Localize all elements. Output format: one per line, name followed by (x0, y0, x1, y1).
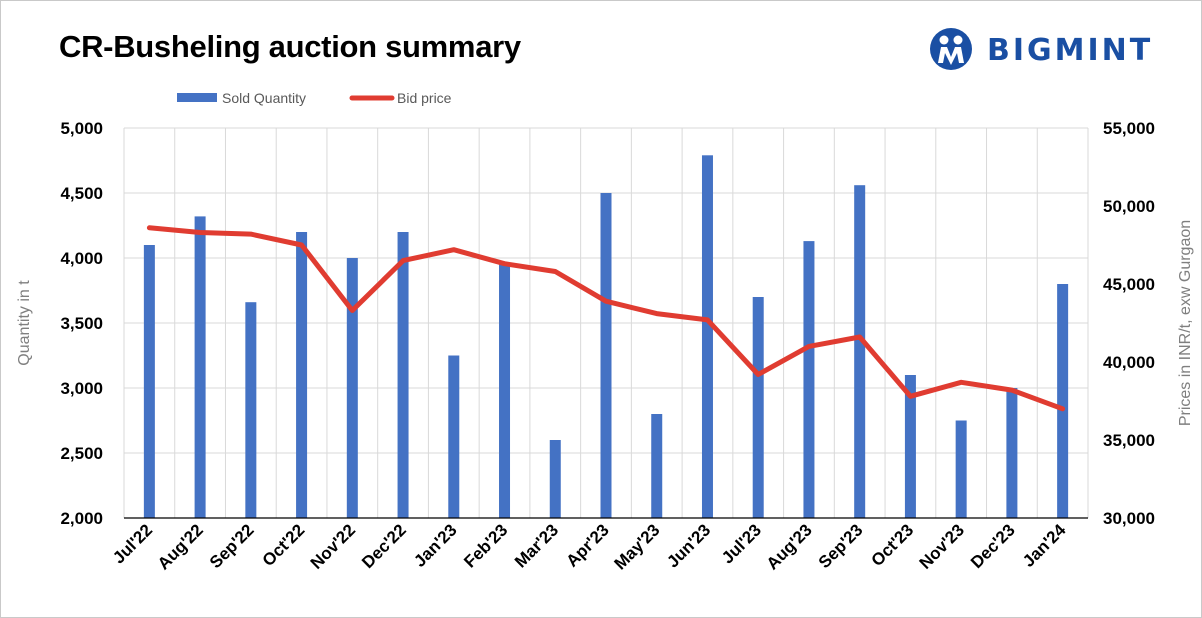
x-tick-label: May'23 (611, 520, 664, 573)
legend-label-bid-price: Bid price (397, 90, 452, 106)
gridlines (123, 127, 1089, 519)
bar-series-sold-quantity (143, 155, 1069, 519)
bar-sold-quantity (651, 414, 663, 518)
bar-sold-quantity (600, 193, 612, 518)
y-tick-label: 2,500 (60, 444, 103, 463)
x-tick-label: Oct'23 (868, 520, 918, 570)
x-tick-label: Jan'24 (1019, 520, 1070, 571)
line-series-bid-price (146, 225, 1066, 412)
y-tick-label: 4,500 (60, 184, 103, 203)
y2-tick-label: 40,000 (1103, 353, 1155, 372)
bigmint-logo-text: BIGMINT (987, 33, 1154, 68)
bar-sold-quantity (803, 241, 815, 518)
y-axis-label: Quantity in t (16, 280, 33, 366)
y-tick-label: 5,000 (60, 119, 103, 138)
bar-sold-quantity (549, 440, 561, 518)
x-tick-label: Aug'23 (763, 520, 816, 573)
bar-sold-quantity (448, 355, 460, 518)
x-tick-label: Apr'23 (562, 520, 612, 570)
x-tick-label: Nov'22 (307, 520, 359, 572)
bar-sold-quantity (752, 297, 764, 518)
y2-tick-label: 50,000 (1103, 197, 1155, 216)
y2-axis-label: Prices in INR/t, exw Gurgaon (1177, 220, 1194, 426)
x-tick-label: Oct'22 (259, 520, 309, 570)
bar-sold-quantity (1057, 284, 1069, 518)
legend: Sold Quantity Bid price (177, 90, 452, 106)
bar-sold-quantity (346, 258, 358, 518)
x-tick-label: Jul'22 (109, 520, 156, 567)
legend-label-sold-quantity: Sold Quantity (222, 90, 306, 106)
bar-sold-quantity (1006, 388, 1018, 518)
legend-swatch-sold-quantity (177, 93, 217, 102)
x-tick-label: Sep'23 (815, 520, 867, 572)
y-tick-label: 4,000 (60, 249, 103, 268)
x-tick-label: Mar'23 (511, 520, 562, 571)
y2-tick-label: 30,000 (1103, 509, 1155, 528)
bar-sold-quantity (499, 264, 511, 518)
bar-sold-quantity (955, 420, 967, 518)
bar-sold-quantity (854, 185, 866, 518)
y2-tick-label: 35,000 (1103, 431, 1155, 450)
y2-tick-label: 55,000 (1103, 119, 1155, 138)
y-axis-ticks: 2,000 2,500 3,000 3,500 4,000 4,500 5,000 (60, 119, 103, 528)
chart-title: CR-Busheling auction summary (59, 29, 521, 64)
bigmint-logo: BIGMINT (929, 27, 1179, 73)
y-tick-label: 2,000 (60, 509, 103, 528)
bar-sold-quantity (245, 302, 257, 518)
bar-sold-quantity (194, 216, 206, 518)
y2-axis-ticks: 30,000 35,000 40,000 45,000 50,000 55,000 (1103, 119, 1155, 528)
bar-sold-quantity (143, 245, 155, 518)
x-tick-label: Jul'23 (718, 520, 765, 567)
bigmint-logo-icon (930, 28, 972, 70)
x-tick-label: Feb'23 (460, 520, 511, 571)
x-tick-label: Dec'23 (967, 520, 1019, 572)
x-tick-label: Dec'22 (358, 520, 410, 572)
y-tick-label: 3,000 (60, 379, 103, 398)
bar-sold-quantity (904, 375, 916, 518)
y-tick-label: 3,500 (60, 314, 103, 333)
bar-sold-quantity (296, 232, 308, 518)
bar-sold-quantity (397, 232, 409, 518)
x-tick-label: Sep'22 (206, 520, 258, 572)
y2-tick-label: 45,000 (1103, 275, 1155, 294)
x-tick-label: Nov'23 (916, 520, 968, 572)
x-tick-label: Jun'23 (663, 520, 714, 571)
x-tick-label: Aug'22 (154, 520, 207, 573)
bar-sold-quantity (701, 155, 713, 519)
x-tick-label: Jan'23 (410, 520, 460, 570)
